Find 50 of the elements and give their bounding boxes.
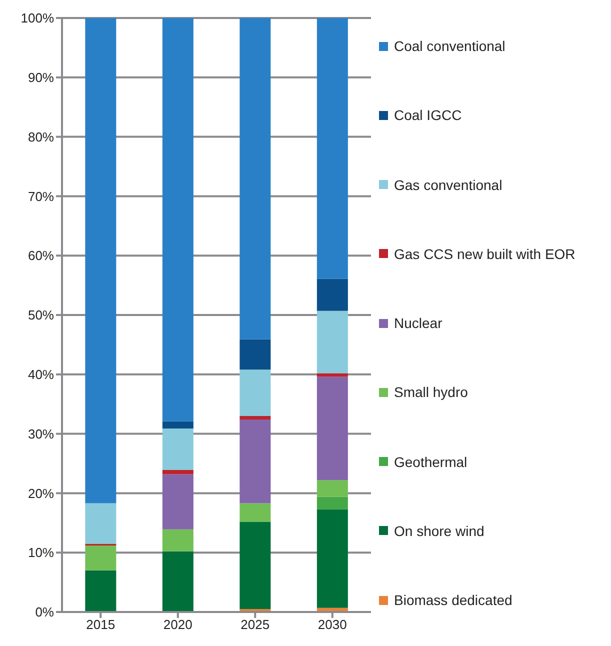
legend-label: Gas CCS new built with EOR	[394, 246, 576, 262]
x-tick-label: 2020	[163, 617, 192, 632]
legend-label: Coal conventional	[394, 38, 506, 54]
bar	[162, 428, 194, 470]
y-tick-label: 30%	[28, 426, 54, 442]
y-tick-label: 20%	[28, 486, 54, 501]
x-tick-label: 2030	[318, 617, 347, 632]
y-tick-label: 100%	[20, 10, 54, 26]
bar	[240, 339, 271, 370]
y-tick-label: 80%	[28, 129, 54, 144]
bar	[162, 474, 194, 530]
bar	[240, 416, 271, 420]
x-tick-label: 2025	[240, 617, 270, 632]
bar	[240, 522, 271, 610]
bar	[316, 278, 348, 311]
y-tick-label: 70%	[28, 188, 54, 204]
y-tick-label: 60%	[28, 248, 54, 264]
legend-label: Coal IGCC	[394, 107, 462, 124]
bar	[316, 18, 348, 279]
bar	[240, 420, 271, 504]
legend-label: Small hydro	[394, 384, 468, 400]
bar	[85, 503, 116, 544]
legend-label: Nuclear	[394, 315, 442, 331]
y-tick-label: 10%	[28, 545, 54, 560]
bar	[85, 545, 116, 570]
y-tick-label: 0%	[35, 604, 54, 620]
legend-label: Gas conventional	[394, 176, 502, 192]
y-tick-label: 40%	[28, 367, 54, 382]
legend-label: On shore wind	[394, 522, 484, 539]
legend-label: Biomass dedicated	[394, 592, 512, 608]
x-tick-label: 2015	[86, 617, 116, 632]
y-tick-label: 90%	[28, 70, 54, 86]
bar	[316, 310, 348, 374]
bar	[162, 551, 194, 612]
bar	[316, 480, 348, 497]
bar	[162, 529, 194, 552]
bar	[316, 509, 348, 608]
bar	[162, 18, 194, 422]
y-tick-label: 50%	[28, 308, 54, 323]
bar	[240, 370, 271, 416]
bar	[240, 18, 271, 340]
bar	[162, 470, 194, 474]
bar	[162, 421, 194, 428]
bar	[85, 18, 116, 504]
bar	[316, 376, 348, 480]
legend-label: Geothermal	[394, 454, 468, 470]
bar	[240, 503, 271, 522]
bar	[85, 570, 116, 612]
bar	[316, 496, 348, 510]
bar	[316, 373, 348, 377]
